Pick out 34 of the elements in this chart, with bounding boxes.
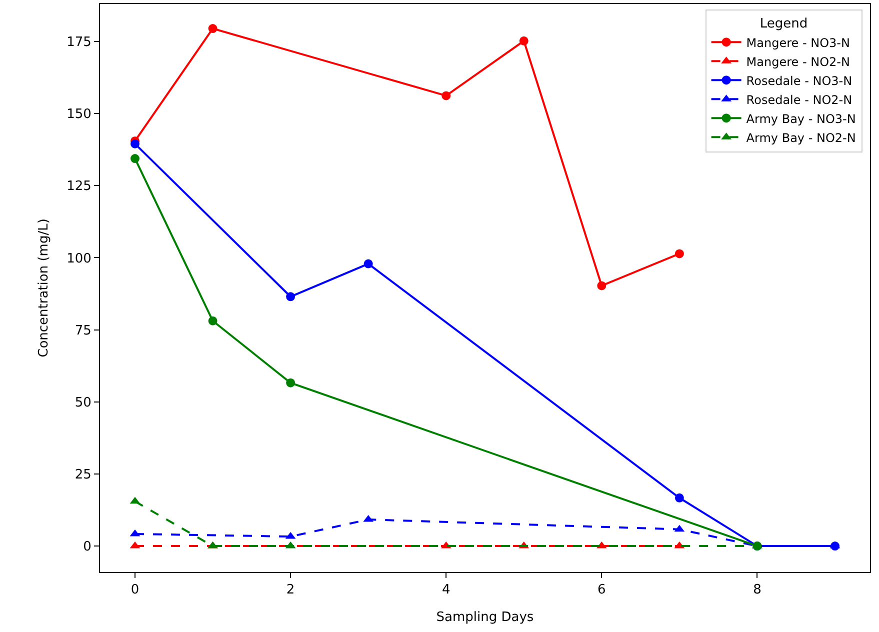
point <box>674 493 684 502</box>
point <box>674 249 684 258</box>
legend-title: Legend <box>760 16 808 32</box>
point <box>130 154 140 164</box>
x-axis-title: Sampling Days <box>436 610 534 626</box>
legend-label: Rosedale - NO3-N <box>746 74 852 88</box>
y-tick-label: 0 <box>83 540 92 555</box>
y-tick-label: 75 <box>74 323 92 338</box>
y-tick-label: 25 <box>74 468 92 483</box>
y-tick-label: 150 <box>66 107 92 122</box>
point <box>519 36 528 46</box>
y-tick-label: 50 <box>74 395 92 410</box>
x-tick-label: 8 <box>753 582 762 598</box>
y-tick-label: 125 <box>66 179 92 194</box>
legend-label: Rosedale - NO2-N <box>746 92 852 107</box>
point <box>130 139 140 148</box>
point <box>286 378 296 388</box>
point <box>286 292 296 302</box>
point <box>208 24 218 34</box>
legend-label: Army Bay - NO2-N <box>746 130 856 145</box>
x-tick-label: 0 <box>130 582 140 598</box>
y-tick-label: 100 <box>66 251 92 266</box>
point <box>442 91 451 100</box>
point <box>208 316 218 326</box>
point <box>364 259 373 268</box>
x-tick-label: 6 <box>598 582 606 598</box>
legend-label: Mangere - NO3-N <box>746 36 850 50</box>
point <box>597 281 606 290</box>
x-tick-label: 2 <box>286 582 295 598</box>
legend-label: Army Bay - NO3-N <box>746 112 856 126</box>
y-axis-title: Concentration (mg/L) <box>36 218 52 358</box>
legend-label: Mangere - NO2-N <box>746 54 850 69</box>
x-tick-label: 4 <box>442 582 450 598</box>
y-tick-label: 175 <box>66 35 92 50</box>
